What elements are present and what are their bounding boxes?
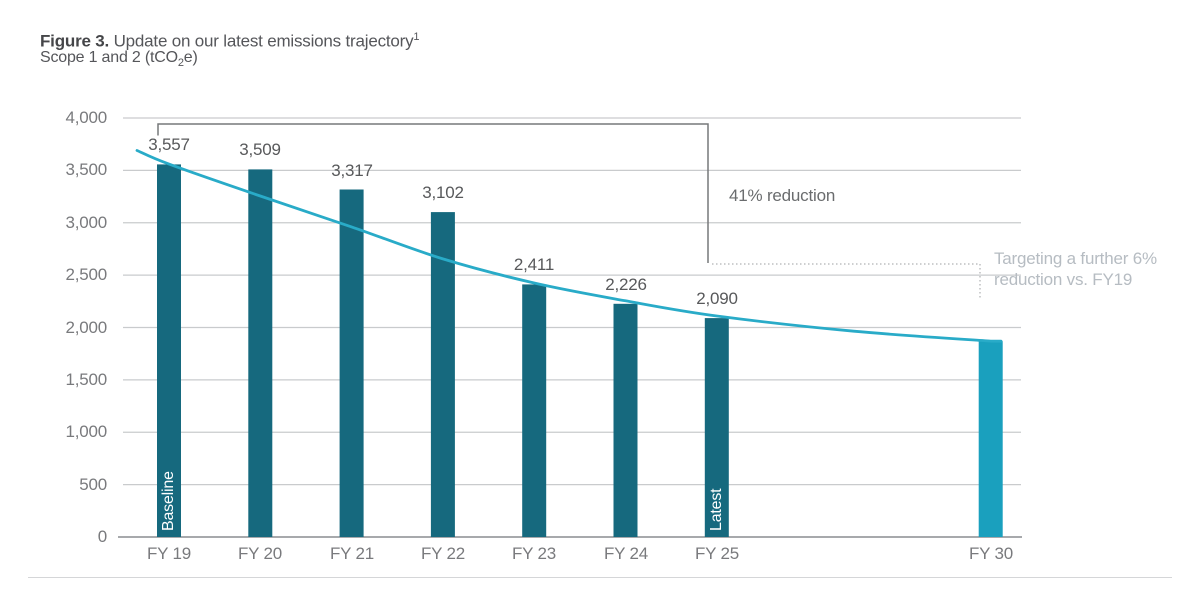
bar-value-label: 3,509 — [239, 140, 281, 159]
x-axis-label: FY 24 — [603, 544, 649, 563]
bar-value-label: 3,317 — [331, 161, 373, 180]
trajectory-line — [135, 149, 1003, 343]
subtitle-subscript: 2 — [177, 57, 184, 70]
x-axis-label: FY 25 — [694, 544, 740, 563]
footnote-marker: 1 — [413, 31, 420, 43]
x-axis-label: FY 30 — [968, 544, 1014, 563]
y-axis-label: 3,500 — [65, 160, 107, 179]
bar-fy30 — [978, 341, 1003, 537]
y-axis-label: 2,000 — [65, 318, 107, 337]
reduction-bracket — [157, 123, 709, 263]
reduction-annotation: 41% reduction — [729, 186, 836, 205]
bar-value-label: 2,090 — [696, 289, 738, 308]
bar-value-label: 3,102 — [422, 183, 464, 202]
target-annotation: Targeting a further 6% reduction vs. FY19 — [994, 248, 1157, 290]
figure-subtitle: Scope 1 and 2 (tCO2e) — [40, 48, 198, 73]
x-axis-label: FY 19 — [146, 544, 192, 563]
bar-value-label: 2,226 — [605, 275, 647, 294]
footer-rule — [28, 577, 1172, 578]
figure-title: Figure 3. Update on our latest emissions… — [40, 28, 420, 51]
bar-value-label: 3,557 — [148, 135, 190, 154]
target-annotation-line1: Targeting a further 6% — [994, 249, 1157, 268]
figure-title-text: Update on our latest emissions trajector… — [109, 31, 414, 51]
bar-tag-label: Latest — [708, 488, 725, 531]
y-axis-label: 0 — [97, 527, 107, 546]
subtitle-prefix: Scope 1 and 2 (tCO — [40, 49, 178, 66]
bar-fy24 — [613, 303, 638, 537]
bar-fy22 — [430, 212, 455, 537]
bar-fy23 — [522, 284, 547, 537]
y-axis-label: 500 — [79, 475, 107, 494]
y-axis-label: 1,000 — [65, 422, 107, 441]
y-axis-label: 4,000 — [65, 108, 107, 127]
y-axis-label: 1,500 — [65, 370, 107, 389]
bar-fy20 — [248, 169, 273, 537]
x-axis-label: FY 22 — [420, 544, 466, 563]
target-dotted-line — [712, 263, 981, 300]
figure-label: Figure 3. — [40, 31, 110, 51]
bar-fy21 — [339, 189, 364, 537]
target-annotation-line2: reduction vs. FY19 — [994, 270, 1133, 289]
x-axis-label: FY 23 — [511, 544, 557, 563]
bar-tag-label: Baseline — [160, 471, 177, 531]
bar-value-label: 2,411 — [513, 255, 555, 274]
x-axis-label: FY 21 — [329, 544, 375, 563]
y-axis-label: 2,500 — [65, 265, 107, 284]
subtitle-suffix: e) — [183, 49, 198, 66]
bar-fy19 — [157, 164, 181, 537]
y-axis-label: 3,000 — [65, 213, 107, 232]
bar-fy25 — [704, 318, 729, 537]
x-axis-label: FY 20 — [237, 544, 283, 563]
